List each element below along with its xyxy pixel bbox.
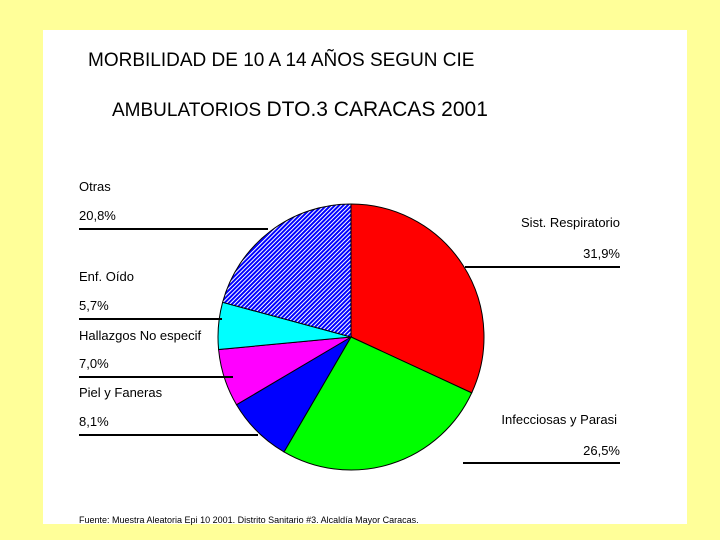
slice-value-label-1: 26,5% <box>583 443 620 458</box>
slice-value-label-3: 7,0% <box>79 356 109 371</box>
slice-name-label-0: Sist. Respiratorio <box>521 215 620 230</box>
slice-name-label-4: Enf. Oído <box>79 269 134 284</box>
chart-title-line-2: AMBULATORIOS DTO.3 CARACAS 2001 <box>112 98 488 122</box>
slice-name-label-3: Hallazgos No especif <box>79 328 202 343</box>
chart-title-line-1: MORBILIDAD DE 10 A 14 AÑOS SEGUN CIE <box>88 50 475 71</box>
slice-value-label-0: 31,9% <box>583 246 620 261</box>
chart-title-line-2-prefix: AMBULATORIOS <box>112 100 267 121</box>
pie-slice-1 <box>283 336 473 471</box>
slice-name-label-5: Otras <box>79 179 111 194</box>
slice-value-label-4: 5,7% <box>79 298 109 313</box>
slice-value-label-2: 8,1% <box>79 414 109 429</box>
slice-name-label-1: Infecciosas y Parasi <box>501 412 617 427</box>
chart-title-line-2-suffix: DTO.3 CARACAS 2001 <box>266 98 488 121</box>
pie-slice-5 <box>221 203 352 338</box>
slice-name-label-2: Piel y Faneras <box>79 385 163 400</box>
slice-value-label-5: 20,8% <box>79 208 116 223</box>
pie-slice-0 <box>350 203 485 394</box>
source-note: Fuente: Muestra Aleatoria Epi 10 2001. D… <box>79 515 419 525</box>
